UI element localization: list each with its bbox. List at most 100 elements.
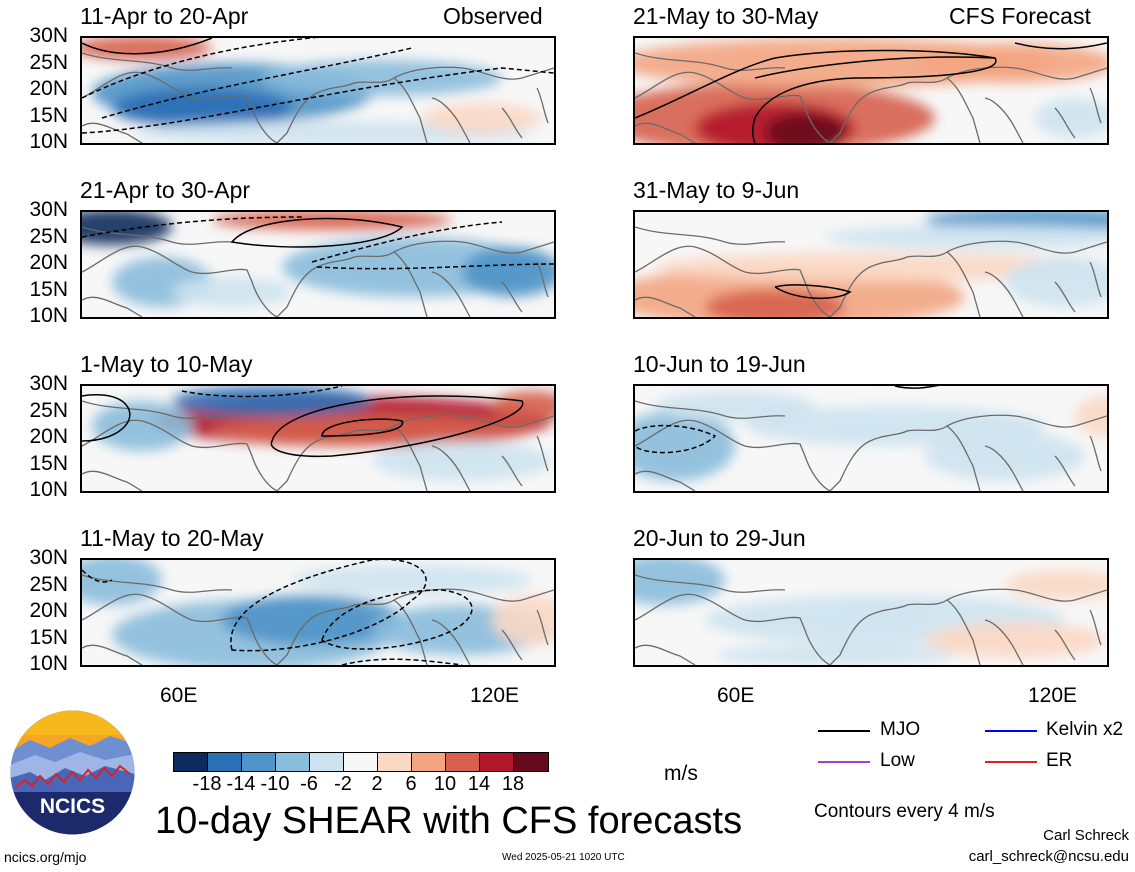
- coastline: [501, 629, 523, 661]
- y-tick-label: 10N: [29, 304, 68, 327]
- shear-anomaly-region: [635, 411, 735, 481]
- coastline: [536, 609, 549, 646]
- coastline: [635, 245, 831, 317]
- coastline: [635, 71, 831, 143]
- shear-map-panel: [80, 36, 556, 145]
- shear-map-panel: [633, 36, 1109, 145]
- coastline: [829, 251, 948, 317]
- y-tick-label: 30N: [29, 372, 68, 395]
- shear-anomaly-region: [715, 645, 955, 665]
- coastline: [635, 470, 696, 491]
- shear-anomaly-region: [212, 212, 452, 230]
- legend-er-label: ER: [1046, 750, 1073, 771]
- mjo-contour: [1014, 42, 1107, 50]
- mjo-contour: [82, 216, 303, 238]
- panel-title: 21-May to 30-May: [633, 3, 819, 29]
- shear-anomaly-region: [172, 277, 292, 307]
- shear-anomaly-region: [462, 247, 554, 297]
- shear-anomaly-region: [492, 595, 554, 645]
- coastline: [635, 296, 696, 317]
- coastline: [393, 66, 554, 80]
- colorbar-tick-label: 2: [371, 773, 383, 795]
- shear-map-panel: [80, 384, 556, 493]
- shear-field: [635, 560, 1107, 665]
- panel-title: 21-Apr to 30-Apr: [80, 177, 251, 203]
- y-tick-label: 15N: [29, 103, 68, 127]
- shear-anomaly-region: [262, 60, 502, 96]
- coastline: [635, 644, 696, 665]
- colorbar: [173, 752, 549, 772]
- panel-title: 20-Jun to 29-Jun: [633, 525, 806, 551]
- y-tick-label: 15N: [29, 451, 68, 475]
- coastline: [635, 593, 831, 665]
- shear-anomaly-region: [705, 289, 845, 317]
- colorbar-tick-label: -6: [300, 773, 318, 795]
- footer-author: Carl Schreck: [1043, 827, 1129, 844]
- mjo-contour: [101, 47, 413, 119]
- coastline: [1089, 261, 1102, 298]
- chart-title: 10-day SHEAR with CFS forecasts: [155, 800, 743, 842]
- colorbar-swatch: [208, 753, 242, 771]
- coastline: [946, 425, 981, 491]
- shear-field: [635, 212, 1107, 317]
- coastline: [536, 87, 549, 124]
- mjo-contour: [82, 38, 213, 55]
- coastline: [82, 470, 143, 491]
- coastline: [984, 619, 1024, 665]
- mjo-contour: [82, 569, 113, 583]
- coastline: [946, 251, 981, 317]
- colorbar-tick-label: 18: [501, 773, 525, 795]
- colorbar-swatch: [310, 753, 344, 771]
- coastline: [82, 122, 143, 143]
- coastline: [635, 52, 786, 71]
- shear-anomaly-region: [292, 565, 532, 595]
- footer-timestamp: Wed 2025-05-21 1020 UTC: [502, 852, 625, 863]
- coastline: [1054, 281, 1076, 313]
- colorbar-tick-label: -18: [192, 773, 222, 795]
- shear-anomaly-region: [92, 401, 192, 451]
- shear-anomaly-region: [372, 441, 552, 481]
- coastline: [1089, 435, 1102, 472]
- colorbar-units: m/s: [664, 762, 698, 785]
- y-tick-label: 10N: [29, 652, 68, 675]
- forecast-label: CFS Forecast: [949, 3, 1091, 29]
- shear-anomaly-region: [422, 103, 542, 133]
- coastline: [276, 599, 395, 665]
- panel-title: 10-Jun to 19-Jun: [633, 351, 806, 377]
- coastline: [635, 400, 786, 419]
- panel-title: 31-May to 9-Jun: [633, 177, 800, 203]
- coastline: [82, 574, 233, 593]
- colorbar-tick-label: -10: [260, 773, 290, 795]
- coastline: [82, 644, 143, 665]
- shear-anomaly-region: [1035, 98, 1107, 138]
- legend-low-line: [818, 761, 870, 763]
- coastline: [82, 296, 143, 317]
- coastline: [984, 445, 1024, 491]
- mjo-contour: [321, 589, 473, 650]
- shear-field: [635, 38, 1107, 143]
- coastline: [82, 71, 278, 143]
- shear-anomaly-region: [655, 391, 815, 421]
- coastline: [946, 588, 1107, 602]
- coastline: [276, 77, 395, 143]
- coastline: [1089, 609, 1102, 646]
- colorbar-swatch: [174, 753, 208, 771]
- shear-anomaly-region: [172, 386, 372, 416]
- colorbar-tick-label: 6: [405, 773, 417, 795]
- colorbar-tick-label: 14: [467, 773, 491, 795]
- footer-url[interactable]: ncics.org/mjo: [4, 849, 87, 865]
- colorbar-swatch: [378, 753, 412, 771]
- y-tick-label: 20N: [29, 425, 68, 448]
- shear-anomaly-region: [1075, 396, 1107, 436]
- shear-anomaly-region: [825, 225, 1107, 249]
- footer-email[interactable]: carl_schreck@ncsu.edu: [968, 848, 1129, 865]
- mjo-contour: [181, 386, 343, 398]
- shear-map-panel: [633, 558, 1109, 667]
- coastline: [501, 455, 523, 487]
- shear-anomaly-region: [222, 595, 402, 645]
- coastline: [431, 271, 471, 317]
- coastline: [946, 240, 1107, 254]
- colorbar-swatch: [412, 753, 446, 771]
- mjo-contour: [635, 424, 717, 454]
- y-tick-label: 10N: [29, 130, 68, 153]
